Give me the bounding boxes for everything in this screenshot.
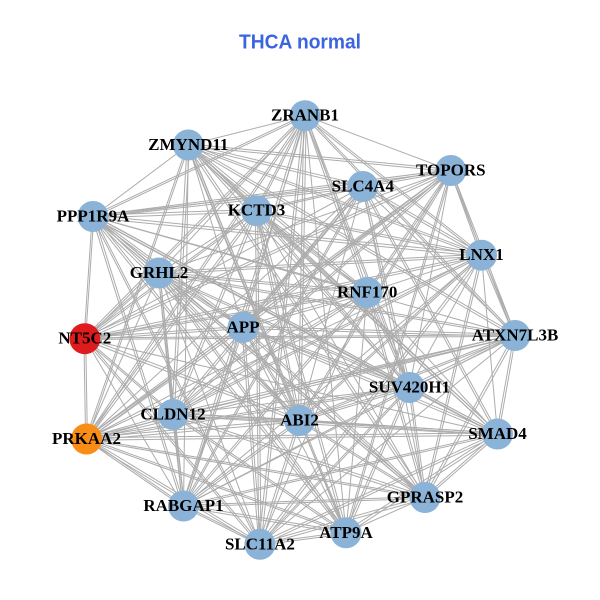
svg-text:LNX1: LNX1 [459,245,503,264]
svg-text:SMAD4: SMAD4 [468,424,527,443]
svg-text:GRHL2: GRHL2 [130,263,189,282]
svg-text:SLC4A4: SLC4A4 [332,177,395,196]
svg-text:PRKAA2: PRKAA2 [52,429,121,448]
svg-text:ZMYND11: ZMYND11 [148,135,228,154]
svg-text:CLDN12: CLDN12 [140,405,205,424]
svg-text:THCA normal: THCA normal [239,31,361,53]
svg-text:NT5C2: NT5C2 [58,329,111,348]
svg-text:TOPORS: TOPORS [416,161,486,180]
svg-text:APP: APP [226,317,259,336]
svg-text:ATP9A: ATP9A [319,523,373,542]
svg-text:GPRASP2: GPRASP2 [387,488,464,507]
svg-text:ABI2: ABI2 [280,411,319,430]
svg-text:KCTD3: KCTD3 [228,201,286,220]
svg-text:SUV420H1: SUV420H1 [369,378,450,397]
svg-text:SLC11A2: SLC11A2 [225,534,295,553]
svg-text:RABGAP1: RABGAP1 [143,496,223,515]
svg-text:ZRANB1: ZRANB1 [271,106,339,125]
svg-text:PPP1R9A: PPP1R9A [57,207,130,226]
svg-text:RNF170: RNF170 [337,282,397,301]
svg-text:ATXN7L3B: ATXN7L3B [472,326,559,345]
